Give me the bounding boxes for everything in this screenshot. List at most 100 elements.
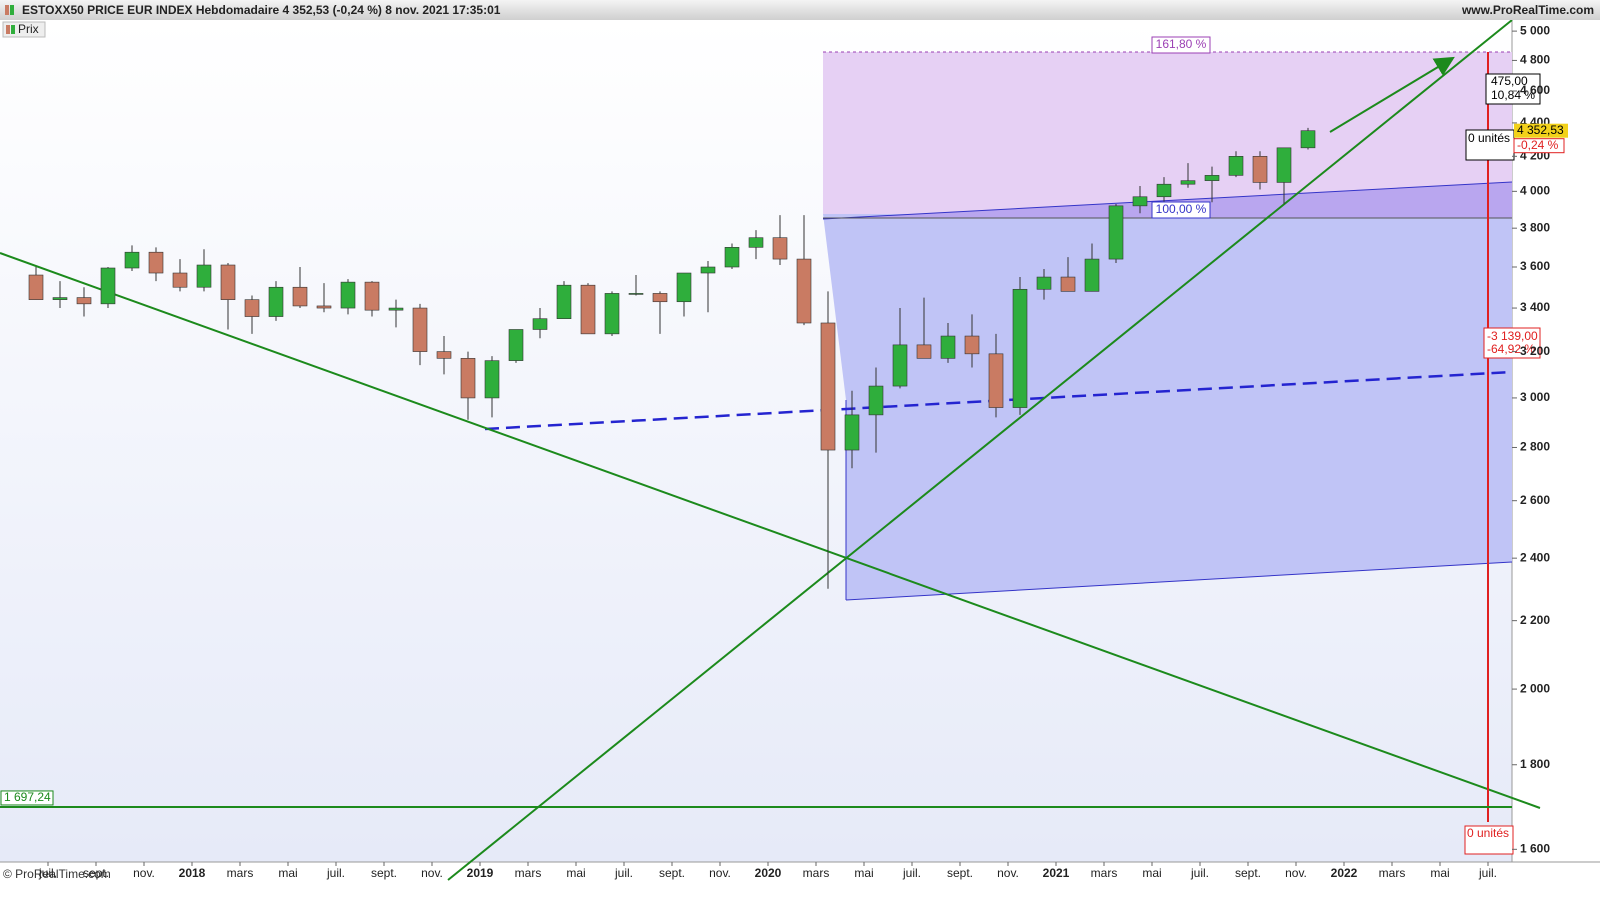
candle-body <box>1036 276 1052 290</box>
x-tick-label: sept. <box>659 866 685 880</box>
candle-body <box>1276 147 1292 183</box>
candle-body <box>940 335 956 359</box>
y-tick-label: 3 800 <box>1520 220 1550 234</box>
y-tick-label: 2 000 <box>1520 681 1550 695</box>
candle-body <box>1012 288 1028 408</box>
change-tag <box>1513 138 1565 154</box>
candle-body <box>28 274 44 300</box>
y-tick-label: 3 600 <box>1520 259 1550 273</box>
y-tick-label: 4 800 <box>1520 53 1550 67</box>
icon <box>10 5 14 15</box>
candle-body <box>268 286 284 317</box>
annotation-box <box>1485 73 1541 105</box>
candle-body <box>1180 180 1196 185</box>
legend-entry: Prix <box>18 22 39 36</box>
annotation-box <box>1465 129 1515 161</box>
x-tick-label: 2021 <box>1043 866 1070 880</box>
axis-background <box>1512 20 1600 862</box>
candle-body <box>724 247 740 268</box>
x-tick-label: juil. <box>1190 866 1209 880</box>
annotation: 0 unités <box>1467 826 1509 840</box>
y-tick-label: 3 000 <box>1520 390 1550 404</box>
candle-body <box>196 264 212 288</box>
candle-body <box>820 322 836 451</box>
price-tag <box>1514 123 1568 138</box>
x-tick-label: mai <box>1142 866 1161 880</box>
x-tick-label: nov. <box>1285 866 1307 880</box>
x-tick-label: mai <box>566 866 585 880</box>
y-tick-label: 3 400 <box>1520 300 1550 314</box>
annotation: 161,80 % <box>1156 37 1207 51</box>
candles <box>28 127 1316 589</box>
x-tick-label: mai <box>278 866 297 880</box>
annotation: 0 unités <box>1468 131 1510 145</box>
level-label: 1 697,24 <box>4 790 51 804</box>
candle-body <box>676 272 692 303</box>
annotation: 100,00 % <box>1156 202 1207 216</box>
x-tick-label: nov. <box>421 866 443 880</box>
y-tick-label: 5 000 <box>1520 23 1550 37</box>
x-tick-label: juil. <box>902 866 921 880</box>
x-tick-label: 2018 <box>179 866 206 880</box>
candle-body <box>148 251 164 274</box>
trendline <box>0 252 1541 809</box>
candle-body <box>892 344 908 387</box>
y-tick-label: 2 200 <box>1520 613 1550 627</box>
annotation: -64,92 % <box>1487 342 1535 356</box>
x-tick-label: nov. <box>709 866 731 880</box>
x-tick-label: 2022 <box>1331 866 1358 880</box>
chart-title: ESTOXX50 PRICE EUR INDEX Hebdomadaire 4 … <box>22 3 501 17</box>
candle-body <box>1300 130 1316 149</box>
candle-body <box>652 293 668 303</box>
y-tick-label: 1 600 <box>1520 841 1550 855</box>
level-box <box>0 790 54 806</box>
candle-body <box>1252 156 1268 183</box>
x-tick-label: 2020 <box>755 866 782 880</box>
annotation: 10,84 % <box>1491 88 1535 102</box>
x-tick-label: juil. <box>614 866 633 880</box>
projection-arrow <box>1329 56 1455 133</box>
y-tick-label: 1 800 <box>1520 757 1550 771</box>
x-tick-label: sept. <box>371 866 397 880</box>
y-tick-label: 4 600 <box>1520 83 1550 97</box>
x-tick-label: mars <box>803 866 830 880</box>
candle-body <box>412 307 428 352</box>
source: www.ProRealTime.com <box>1461 3 1594 17</box>
annotation-box <box>1151 201 1211 219</box>
x-tick-label: sept. <box>1235 866 1261 880</box>
candle-body <box>460 358 476 399</box>
candle-body <box>1084 258 1100 292</box>
candle-body <box>1228 156 1244 176</box>
candle-body <box>244 299 260 317</box>
x-tick-label: mars <box>515 866 542 880</box>
y-tick-label: 2 400 <box>1520 550 1550 564</box>
candle-body <box>172 272 188 288</box>
annotation: -3 139,00 <box>1487 329 1538 343</box>
candle-body <box>916 344 932 359</box>
price-tag-label: 4 352,53 <box>1517 123 1564 137</box>
candle-body <box>316 305 332 309</box>
candle-body <box>484 360 500 399</box>
candle-body <box>1132 196 1148 207</box>
x-tick-label: nov. <box>997 866 1019 880</box>
candle-body <box>1204 175 1220 181</box>
candle-body <box>964 335 980 355</box>
candle-body <box>532 318 548 330</box>
candle-body <box>772 237 788 260</box>
annotation-box <box>1483 327 1541 359</box>
x-tick-label: mai <box>854 866 873 880</box>
candle-body <box>124 251 140 269</box>
x-tick-label: 2019 <box>467 866 494 880</box>
candle-body <box>100 267 116 305</box>
annotation-box <box>1151 36 1211 54</box>
candle-body <box>364 281 380 311</box>
x-tick-label: juil. <box>38 866 57 880</box>
candle-body <box>292 286 308 307</box>
legend-swatch <box>11 25 15 34</box>
candle-body <box>796 258 812 324</box>
icon <box>5 5 9 15</box>
candle-body <box>748 237 764 248</box>
candle-body <box>580 284 596 335</box>
channel-zone <box>823 214 1512 600</box>
